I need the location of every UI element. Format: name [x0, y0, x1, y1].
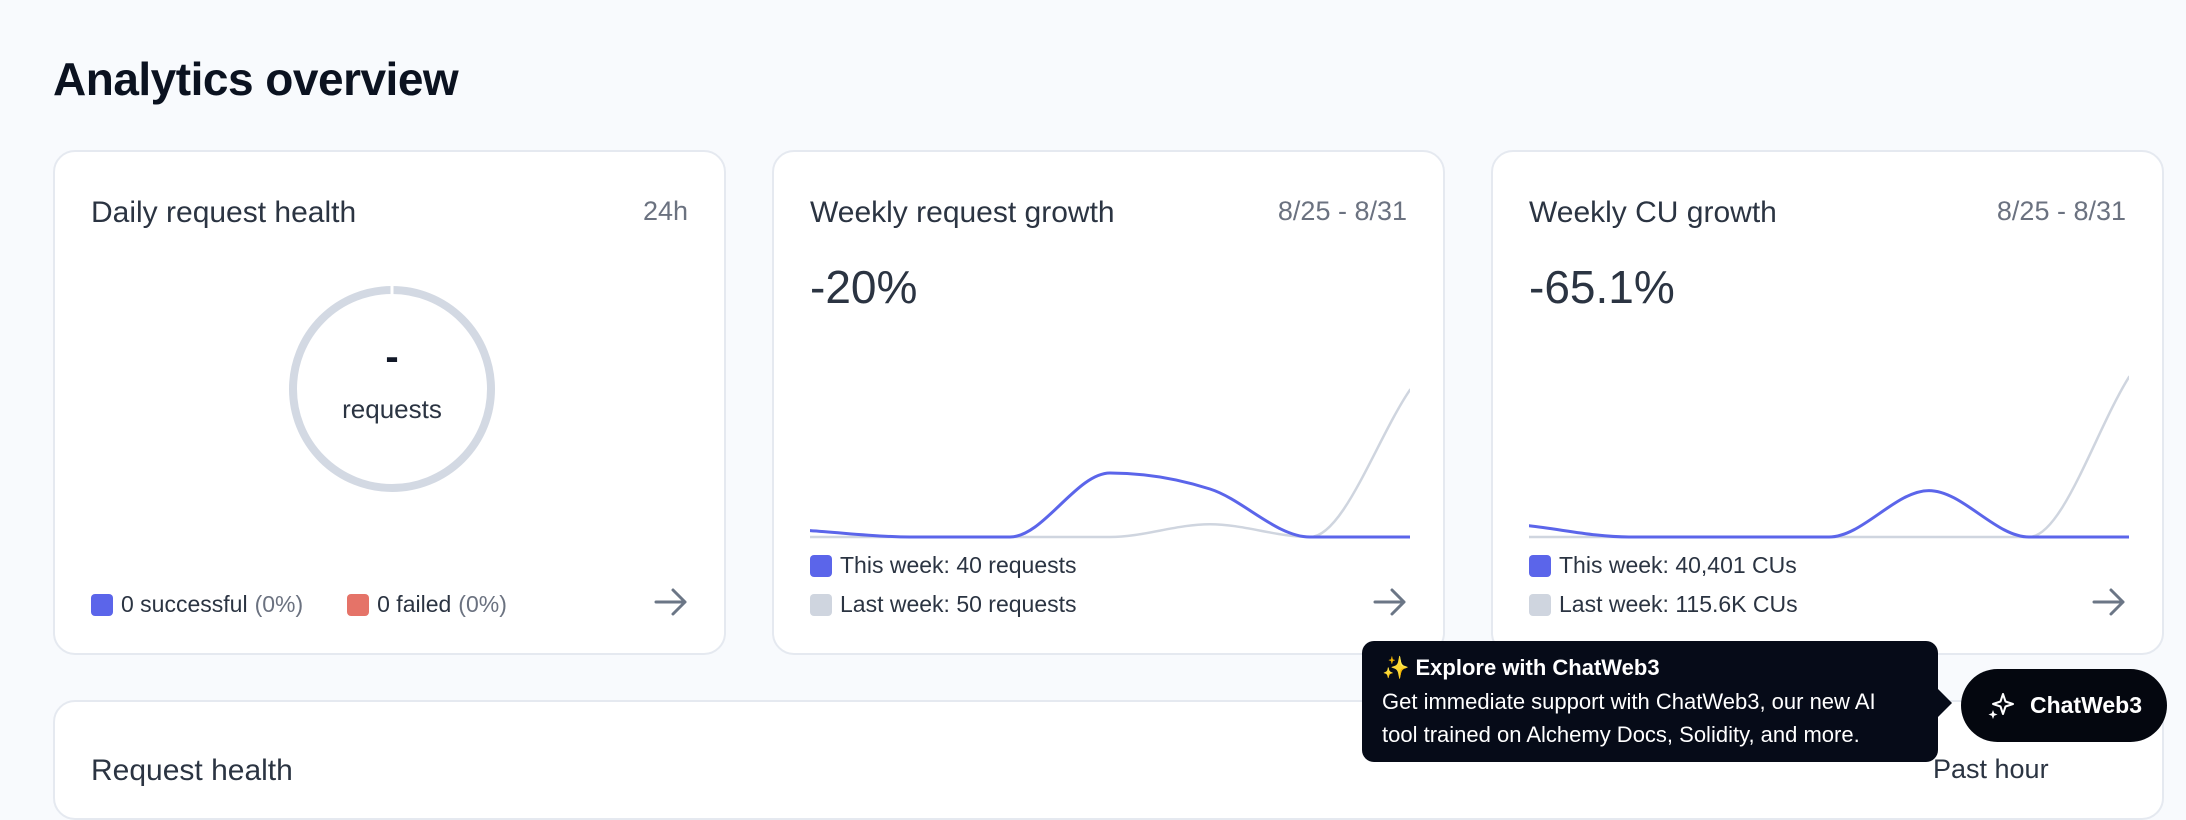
chatweb3-tooltip: ✨ Explore with ChatWeb3 Get immediate su…: [1362, 641, 1952, 762]
last-week-series-line: [1529, 375, 2129, 539]
card-title: Daily request health: [91, 196, 357, 229]
donut-center-unit: requests: [342, 394, 442, 424]
successful-count: 0 successful: [121, 591, 248, 617]
card-title: Weekly CU growth: [1529, 196, 1777, 229]
failed-count: 0 failed: [377, 591, 452, 617]
weekly-cu-growth-card: Weekly CU growth 8/25 - 8/31 -65.1% This…: [1491, 150, 2164, 655]
this-week-series-line: [1529, 489, 2129, 539]
arrow-right-icon[interactable]: [1373, 587, 1407, 617]
request-status-legend: 0 successful (0%) 0 failed (0%): [91, 591, 507, 618]
card-title: Weekly request growth: [810, 196, 1115, 229]
card-title: Request health: [91, 754, 293, 787]
this-week-swatch: [810, 554, 832, 577]
weekly-request-growth-card: Weekly request growth 8/25 - 8/31 -20% T…: [772, 150, 1445, 655]
last-week-series-line: [810, 388, 1410, 539]
tooltip-line-2: tool trained on Alchemy Docs, Solidity, …: [1382, 722, 1860, 747]
successful-percent: (0%): [254, 591, 304, 617]
this-week-series-line: [810, 471, 1410, 539]
chatweb3-button-label: ChatWeb3: [2029, 692, 2143, 718]
page-title: Analytics overview: [53, 53, 459, 105]
donut-ring: [289, 286, 495, 492]
growth-value: -20%: [810, 261, 918, 313]
tooltip-title: ✨ Explore with ChatWeb3: [1382, 655, 1660, 680]
this-week-label: This week: 40,401 CUs: [1559, 552, 1797, 578]
last-week-label: Last week: 50 requests: [840, 591, 1077, 617]
failed-percent: (0%): [458, 591, 507, 617]
legend-last-week: Last week: 115.6K CUs: [1529, 591, 1798, 618]
growth-value: -65.1%: [1529, 261, 1675, 313]
last-week-swatch: [1529, 593, 1551, 616]
arrow-right-icon[interactable]: [2092, 587, 2126, 617]
legend-last-week: Last week: 50 requests: [810, 591, 1077, 618]
card-range: 8/25 - 8/31: [1277, 196, 1407, 226]
last-week-swatch: [810, 593, 832, 616]
arrow-right-icon[interactable]: [654, 587, 688, 617]
tooltip-line-1: Get immediate support with ChatWeb3, our…: [1382, 689, 1876, 714]
tooltip-caret: [1938, 689, 1952, 717]
success-swatch: [91, 593, 113, 616]
legend-this-week: This week: 40,401 CUs: [1529, 552, 1797, 579]
chatweb3-button[interactable]: ChatWeb3: [1961, 669, 2167, 742]
requests-donut-chart: [289, 286, 495, 492]
legend-this-week: This week: 40 requests: [810, 552, 1077, 579]
last-week-label: Last week: 115.6K CUs: [1559, 591, 1798, 617]
card-range: 24h: [642, 196, 688, 226]
weekly-cu-line-chart: [1529, 375, 2129, 539]
card-range: 8/25 - 8/31: [1996, 196, 2126, 226]
this-week-label: This week: 40 requests: [840, 552, 1077, 578]
daily-request-health-card: Daily request health 24h - requests 0 su…: [53, 150, 726, 655]
sparkles-icon: [1988, 692, 2014, 719]
failed-swatch: [347, 593, 370, 616]
donut-center-value: -: [385, 335, 399, 379]
this-week-swatch: [1529, 554, 1551, 577]
weekly-requests-line-chart: [810, 388, 1410, 539]
